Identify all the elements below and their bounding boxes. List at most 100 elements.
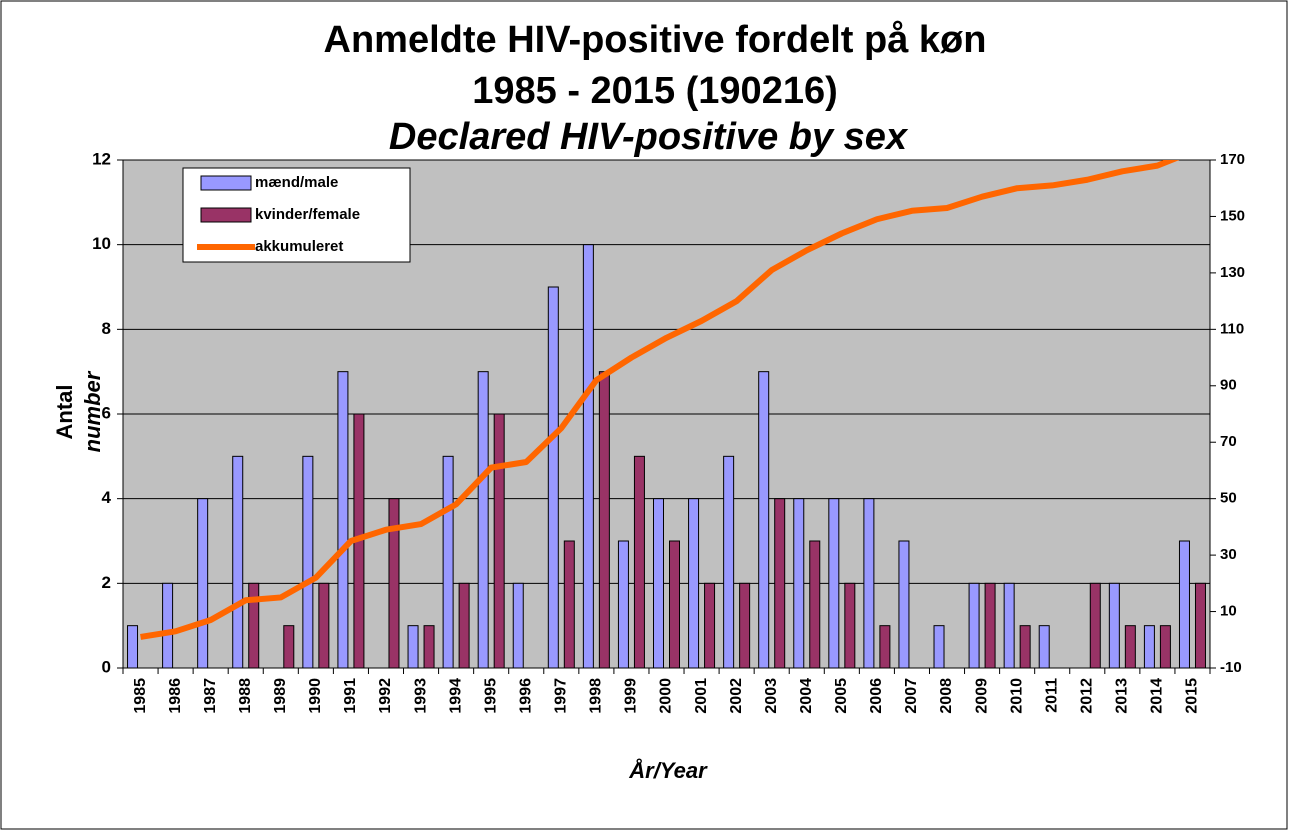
- bar: [1038, 625, 1050, 669]
- bar: [248, 582, 260, 669]
- y-tick-label: 10: [92, 234, 111, 253]
- x-tick-label: 2015: [1184, 678, 1201, 714]
- y2-tick-label: 170: [1220, 151, 1245, 168]
- chart-title: Anmeldte HIV-positive fordelt på køn: [324, 19, 987, 61]
- x-tick-label: 2013: [1114, 678, 1131, 714]
- y-tick-label: 2: [102, 573, 111, 592]
- legend-label: kvinder/female: [255, 206, 360, 223]
- legend-swatch: [200, 175, 252, 191]
- bar: [723, 455, 735, 669]
- x-tick-label: 2008: [938, 678, 955, 714]
- bar: [1124, 625, 1136, 669]
- bar: [1159, 625, 1171, 669]
- x-tick-label: 2003: [763, 678, 780, 714]
- bar: [828, 498, 840, 669]
- bar: [688, 498, 700, 669]
- x-tick-label: 1994: [447, 678, 464, 714]
- bar: [617, 540, 629, 669]
- bar: [774, 498, 786, 669]
- bar: [669, 540, 680, 669]
- bar: [739, 582, 751, 669]
- x-tick-label: 2009: [973, 678, 990, 714]
- y-tick-label: 12: [92, 149, 111, 168]
- chart-title-en: Declared HIV-positive by sex: [389, 116, 909, 158]
- x-tick-label: 1995: [482, 678, 499, 714]
- x-tick-label: 1999: [623, 678, 640, 714]
- bar: [758, 371, 770, 669]
- bar: [968, 582, 980, 669]
- bar: [407, 625, 419, 669]
- bar: [598, 371, 610, 669]
- x-tick-label: 2010: [1008, 678, 1025, 714]
- bar: [1178, 540, 1190, 669]
- bar: [633, 455, 645, 669]
- y-tick-label: 6: [102, 403, 111, 422]
- bar: [337, 371, 349, 669]
- bar: [933, 625, 945, 669]
- legend-label: mænd/male: [255, 174, 338, 191]
- x-tick-label: 1990: [307, 678, 324, 714]
- bar: [879, 625, 891, 669]
- bar: [423, 625, 435, 669]
- x-tick-label: 2001: [693, 678, 710, 714]
- x-tick-label: 2004: [798, 678, 815, 714]
- bar: [232, 455, 244, 669]
- bar: [563, 540, 575, 669]
- bar: [704, 582, 716, 669]
- bar: [1089, 582, 1101, 669]
- bar: [162, 582, 174, 669]
- y-axis-label: Antal: [52, 385, 77, 440]
- y2-tick-label: 110: [1220, 320, 1244, 337]
- bar: [1143, 625, 1155, 669]
- x-tick-label: 2012: [1078, 678, 1095, 714]
- bar: [388, 498, 400, 669]
- y-tick-label: 0: [102, 657, 111, 676]
- bar: [442, 455, 454, 669]
- x-tick-label: 1991: [342, 678, 359, 714]
- bar: [863, 498, 875, 669]
- x-tick-label: 2006: [868, 678, 885, 714]
- x-tick-label: 1996: [517, 678, 534, 714]
- x-tick-label: 2007: [903, 678, 920, 714]
- y2-tick-label: 90: [1220, 377, 1237, 394]
- x-tick-label: 1997: [553, 678, 570, 714]
- cumulative-line: [140, 160, 1180, 640]
- x-tick-label: 2005: [833, 678, 850, 714]
- x-tick-label: 1985: [132, 678, 149, 714]
- legend-swatch: [200, 207, 252, 223]
- x-tick-label: 2011: [1043, 678, 1060, 713]
- bar: [512, 582, 524, 669]
- y-tick-label: 4: [102, 488, 112, 507]
- bar: [793, 498, 805, 669]
- bar: [283, 625, 295, 669]
- bar: [1108, 582, 1120, 669]
- bar: [318, 582, 330, 669]
- y2-tick-label: -10: [1220, 659, 1242, 676]
- y2-tick-label: 70: [1220, 433, 1237, 450]
- x-tick-label: 1988: [237, 678, 254, 714]
- bar: [582, 244, 594, 669]
- x-tick-label: 1992: [377, 678, 394, 714]
- x-tick-label: 1989: [272, 678, 289, 714]
- bar: [1003, 582, 1015, 669]
- bar: [984, 582, 996, 669]
- y2-tick-label: 130: [1220, 264, 1245, 281]
- bar: [127, 625, 139, 669]
- bar: [547, 286, 559, 669]
- x-tick-label: 1986: [167, 678, 184, 714]
- x-tick-label: 2014: [1149, 678, 1166, 714]
- bar: [477, 371, 489, 669]
- y2-tick-label: 10: [1220, 603, 1237, 620]
- bar: [302, 455, 314, 669]
- x-tick-label: 2000: [658, 678, 675, 714]
- x-axis-label: År/Year: [628, 758, 708, 783]
- bar: [458, 582, 470, 669]
- chart-subtitle: 1985 - 2015 (190216): [472, 70, 838, 112]
- bar: [653, 498, 664, 669]
- x-tick-label: 1987: [202, 678, 219, 714]
- y2-tick-label: 50: [1220, 490, 1237, 507]
- x-tick-label: 1998: [588, 678, 605, 714]
- legend-label: akkumuleret: [255, 238, 343, 255]
- y-axis-label-en: number: [80, 370, 105, 452]
